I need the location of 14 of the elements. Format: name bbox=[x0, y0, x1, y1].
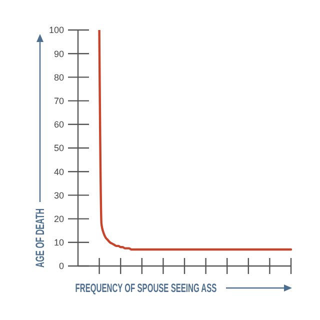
x-axis-title: FREQUENCY OF SPOUSE SEEING ASS bbox=[75, 282, 217, 296]
y-tick-label: 0 bbox=[58, 261, 64, 272]
y-tick-label: 100 bbox=[48, 25, 64, 36]
y-tick-label: 60 bbox=[54, 120, 64, 130]
line-series bbox=[98, 30, 292, 251]
y-tick-label: 50 bbox=[54, 143, 64, 154]
y-tick-label: 80 bbox=[54, 72, 64, 82]
y-tick-label: 10 bbox=[54, 238, 64, 248]
y-tick-label: 30 bbox=[54, 190, 64, 200]
y-tick-label: 40 bbox=[54, 166, 64, 177]
y-tick-label: 90 bbox=[54, 48, 64, 59]
y-tick-label: 20 bbox=[54, 214, 64, 224]
y-axis-title: AGE OF DEATH bbox=[34, 208, 48, 268]
y-tick-label: 70 bbox=[54, 96, 64, 106]
